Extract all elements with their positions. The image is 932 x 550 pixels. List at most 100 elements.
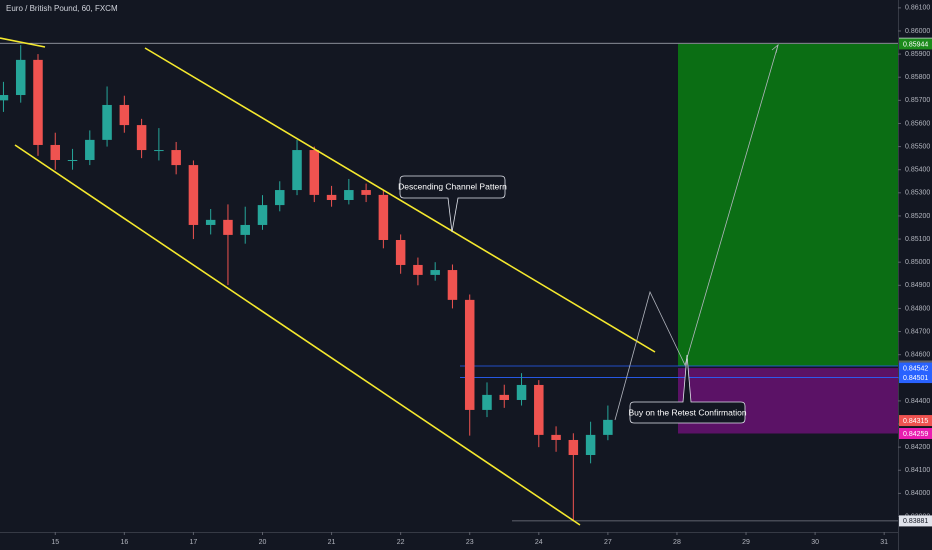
x-tick-label: 24	[535, 539, 543, 546]
candle-body	[361, 190, 371, 195]
x-tick-label: 17	[190, 539, 198, 546]
x-tick-label: 20	[259, 539, 267, 546]
price-label: 0.83881	[903, 518, 928, 525]
candle-body	[326, 194, 337, 200]
callout: Descending Channel Pattern	[398, 175, 507, 233]
y-tick-label: 0.85900	[905, 51, 930, 58]
candle-body	[309, 150, 320, 195]
callout-box	[629, 354, 746, 424]
price-levels: 0.859470.859440.845510.845420.845010.843…	[899, 37, 932, 527]
trend-line	[14, 144, 581, 526]
candle-body	[33, 59, 43, 145]
candle-body	[223, 219, 233, 235]
candle-body	[534, 384, 544, 435]
price-label-bg	[899, 372, 932, 384]
candle-body	[257, 205, 268, 225]
y-tick-label: 0.84100	[905, 467, 930, 474]
y-tick-label: 0.84400	[905, 398, 930, 405]
price-label-bg	[899, 428, 932, 440]
x-tick-label: 28	[673, 539, 681, 546]
price-axis	[898, 0, 932, 550]
y-tick-label: 0.85600	[905, 120, 930, 127]
y-tick-label: 0.84900	[905, 282, 930, 289]
price-label: 0.84542	[903, 365, 928, 372]
candle-body	[447, 270, 458, 300]
candle-body	[464, 299, 475, 410]
y-tick-label: 0.85100	[905, 236, 930, 243]
callout-box	[399, 175, 506, 233]
y-tick-label: 0.84200	[905, 444, 930, 451]
price-label: 0.85944	[903, 41, 928, 48]
price-label: 0.84315	[903, 418, 928, 425]
candle-body	[292, 150, 302, 191]
trend-line	[144, 47, 656, 353]
price-label: 0.84501	[903, 375, 928, 382]
annotation: Buy on the Retest Confirmation	[628, 407, 746, 417]
candle-body	[499, 394, 510, 400]
candle-body	[50, 144, 61, 160]
candle-body	[0, 95, 9, 101]
annotation: Descending Channel Pattern	[398, 181, 507, 191]
x-tick-label: 16	[120, 539, 128, 546]
x-tick-label: 21	[328, 539, 336, 546]
x-tick-label: 30	[811, 539, 819, 546]
candle-body	[15, 59, 26, 96]
candle-body	[413, 264, 423, 275]
y-tick-label: 0.84800	[905, 305, 930, 312]
y-tick-label: 0.85800	[905, 74, 930, 81]
candles	[0, 45, 613, 521]
candle-body	[67, 159, 78, 161]
y-tick-label: 0.86100	[905, 5, 930, 12]
candle-body	[430, 270, 440, 275]
arrow-head	[771, 43, 779, 54]
price-label-bg	[899, 515, 932, 527]
candle-body	[154, 150, 164, 152]
y-tick-label: 0.85700	[905, 97, 930, 104]
x-tick-label: 29	[742, 539, 750, 546]
candle-body	[378, 194, 389, 240]
y-tick-label: 0.85400	[905, 167, 930, 174]
x-tick-label: 31	[880, 539, 888, 546]
candle-body	[119, 104, 130, 126]
y-tick-label: 0.84700	[905, 328, 930, 335]
price-label: 0.84259	[903, 431, 928, 438]
candle-body	[395, 239, 406, 265]
price-label-bg	[899, 38, 932, 50]
candle-body	[275, 190, 285, 206]
candle-body	[482, 394, 492, 410]
candle-body	[516, 384, 527, 400]
price-label-bg	[899, 362, 932, 374]
target-zone	[678, 43, 898, 366]
x-tick-label: 23	[466, 539, 474, 546]
y-tick-label: 0.84000	[905, 490, 930, 497]
candle-body	[102, 104, 112, 140]
candle-body	[188, 165, 199, 225]
candle-body	[205, 219, 216, 225]
y-tick-label: 0.84600	[905, 352, 930, 359]
x-tick-label: 22	[397, 539, 405, 546]
candle-body	[603, 419, 613, 435]
drawings	[0, 37, 656, 526]
x-tick-label: 15	[51, 539, 59, 546]
trend-line	[0, 37, 46, 48]
candle-body	[551, 434, 561, 440]
x-tick-label: 27	[604, 539, 612, 546]
y-tick-label: 0.85500	[905, 143, 930, 150]
candle-body	[344, 190, 354, 200]
y-tick-label: 0.85300	[905, 190, 930, 197]
chart-title: Euro / British Pound, 60, FXCM	[6, 4, 118, 13]
candle-body	[85, 139, 95, 160]
candle-body	[568, 439, 579, 456]
y-tick-label: 0.85200	[905, 213, 930, 220]
candle-body	[171, 150, 181, 166]
zones	[0, 42, 898, 522]
candle-body	[585, 434, 596, 456]
price-label-bg	[899, 415, 932, 427]
candle-body	[136, 125, 147, 151]
y-tick-label: 0.85000	[905, 259, 930, 266]
callout: Buy on the Retest Confirmation	[628, 354, 747, 424]
projection-path	[614, 44, 779, 421]
